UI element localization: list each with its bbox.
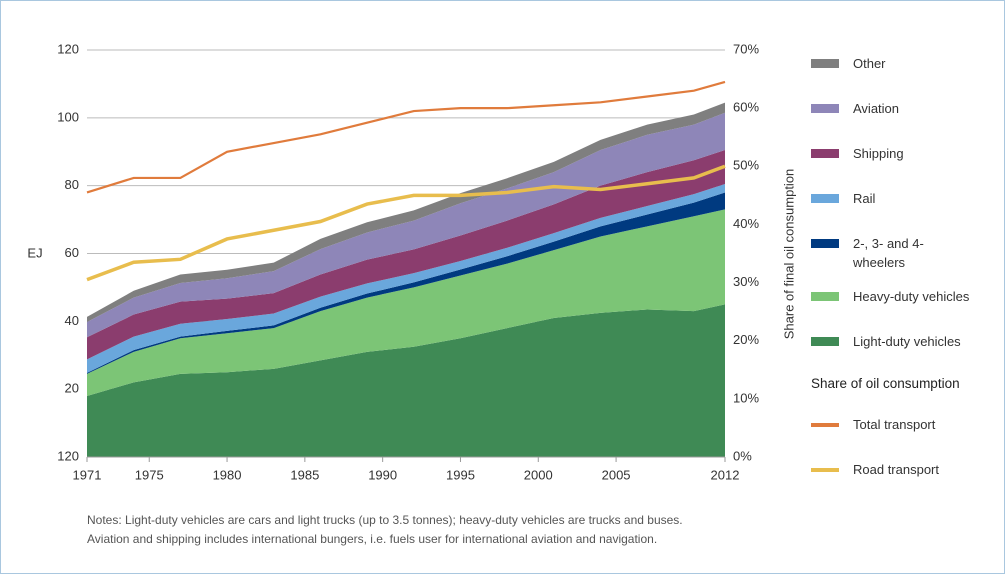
x-tick-label: 2005 — [602, 467, 631, 482]
legend-label: Heavy-duty vehicles — [853, 289, 970, 304]
x-tick-label: 1985 — [290, 467, 319, 482]
legend-item: Road transport — [811, 462, 973, 479]
legend-swatch — [811, 337, 839, 346]
note: Aviation and shipping includes internati… — [87, 532, 658, 546]
legend-item: Other — [811, 56, 973, 73]
legend-swatch — [811, 468, 839, 472]
y-axis-title: EJ — [27, 245, 42, 260]
legend-swatch — [811, 292, 839, 301]
y2-tick-label: 10% — [733, 390, 759, 405]
y-tick-label: 60 — [65, 245, 79, 260]
legend-swatch — [811, 149, 839, 158]
x-tick-label: 2012 — [711, 467, 740, 482]
y2-tick-label: 0% — [733, 448, 752, 463]
x-tick-label: 1971 — [73, 467, 102, 482]
y-tick-label: 80 — [65, 177, 79, 192]
legend-label: Light-duty vehicles — [853, 334, 961, 349]
legend-swatch — [811, 423, 839, 427]
y2-tick-label: 30% — [733, 274, 759, 289]
area — [87, 183, 725, 373]
legend-swatch — [811, 104, 839, 113]
legend-label: Rail — [853, 191, 876, 206]
area — [87, 102, 725, 323]
area — [87, 209, 725, 396]
legend-label: Road transport — [853, 462, 939, 477]
legend-item: Heavy-duty vehicles — [811, 289, 973, 306]
legend-title: Share of oil consumption — [811, 376, 960, 391]
legend-item: Light-duty vehicles — [811, 334, 973, 351]
x-tick-label: 1990 — [368, 467, 397, 482]
x-tick-label: 1975 — [135, 467, 164, 482]
legend-swatch — [811, 59, 839, 68]
y2-tick-label: 20% — [733, 332, 759, 347]
y2-tick-label: 50% — [733, 158, 759, 173]
legend-item: Total transport — [811, 417, 973, 434]
x-tick-label: 1980 — [213, 467, 242, 482]
y2-tick-label: 60% — [733, 100, 759, 115]
y2-tick-label: 70% — [733, 41, 759, 56]
legend-swatch — [811, 194, 839, 203]
y-tick-label: 120 — [57, 448, 79, 463]
legend-label: Shipping — [853, 146, 904, 161]
legend-item: Rail — [811, 191, 973, 208]
legend-item: Shipping — [811, 146, 973, 163]
y-tick-label: 20 — [65, 381, 79, 396]
area — [87, 304, 725, 457]
legend-label: 2-, 3- and 4-wheelers — [853, 236, 924, 270]
y2-tick-label: 40% — [733, 216, 759, 231]
area — [87, 112, 725, 338]
legend-label: Aviation — [853, 101, 900, 116]
y-tick-label: 100 — [57, 109, 79, 124]
y-tick-label: 40 — [65, 313, 79, 328]
x-tick-label: 2000 — [524, 467, 553, 482]
legend-swatch — [811, 239, 839, 248]
area — [87, 150, 725, 360]
y2-axis-title: Share of final oil consumption — [781, 169, 796, 340]
legend-item: 2-, 3- and 4-wheelers — [811, 236, 933, 272]
legend-item: Aviation — [811, 101, 973, 118]
line — [86, 164, 726, 282]
x-tick-label: 1995 — [446, 467, 475, 482]
legend-label: Other — [853, 56, 886, 71]
y-tick-label: 120 — [57, 41, 79, 56]
legend-label: Total transport — [853, 417, 936, 432]
line — [86, 80, 726, 194]
note: Notes: Light-duty vehicles are cars and … — [87, 513, 683, 527]
